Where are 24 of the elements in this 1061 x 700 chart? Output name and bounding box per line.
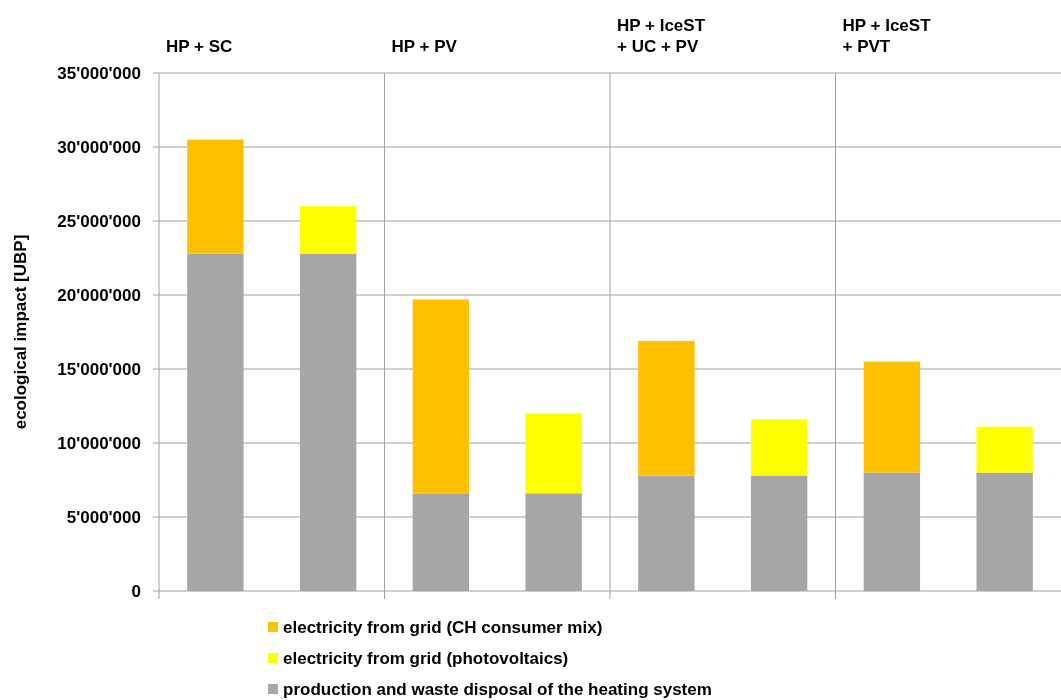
bar [299, 206, 357, 254]
legend-label: electricity from grid (photovoltaics) [283, 648, 569, 668]
legend-label: electricity from grid (CH consumer mix) [283, 617, 603, 637]
text: HP + IceST + PVT [842, 16, 932, 56]
bar [750, 419, 808, 476]
bar [187, 139, 244, 254]
text: HP + PV [391, 37, 458, 56]
y-tick-label: 20'000'000 [57, 285, 141, 305]
y-axis-title: ecological impact [UBP] [11, 234, 30, 430]
y-tick-label: 10'000'000 [57, 433, 141, 453]
text: HP + IceST + UC + PV [617, 16, 706, 56]
y-tick-label: 0 [131, 581, 141, 601]
bar [638, 340, 695, 476]
y-tick-label: 15'000'000 [57, 359, 141, 379]
y-tick-label: 35'000'000 [57, 63, 141, 83]
bar [863, 361, 921, 473]
bar [412, 299, 470, 494]
bar [976, 426, 1033, 473]
bar [525, 413, 582, 494]
y-tick-label: 5'000'000 [66, 507, 141, 527]
y-tick-label: 30'000'000 [57, 137, 141, 157]
text: HP + SC [166, 37, 233, 56]
legend-label: production and waste disposal of the heating system [283, 679, 712, 699]
y-tick-label: 25'000'000 [57, 211, 141, 231]
